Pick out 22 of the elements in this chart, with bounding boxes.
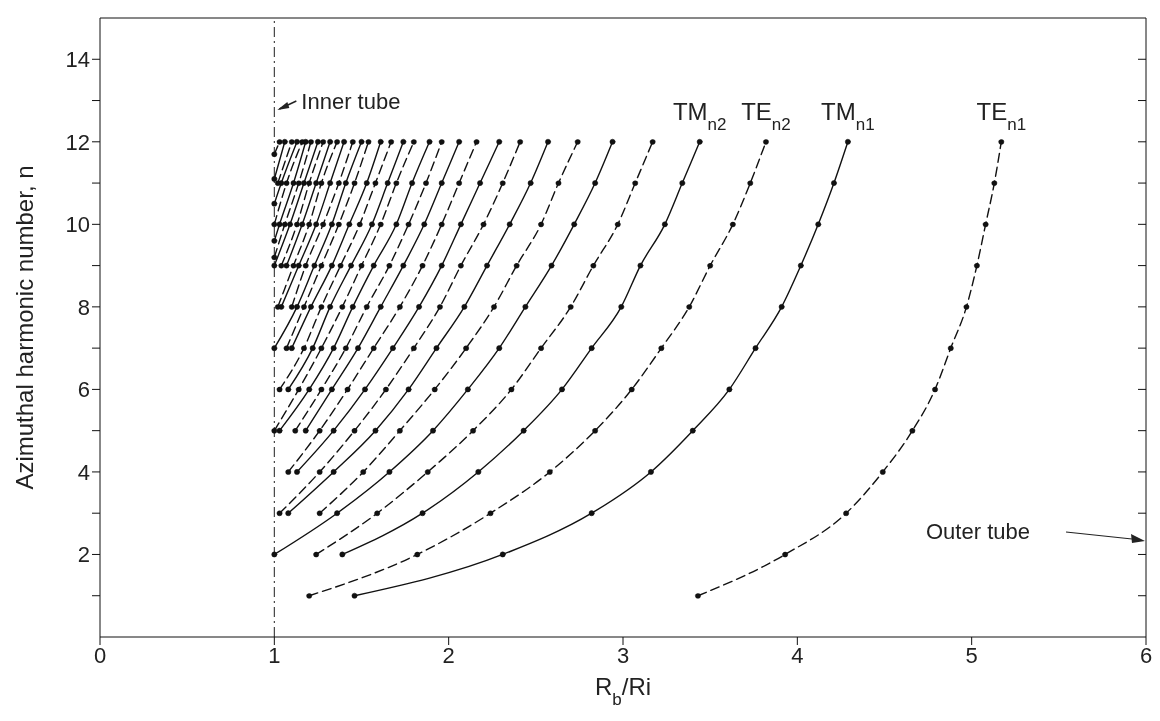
series-label: TM$_{n2}$	[672, 97, 727, 134]
x-tick-label: 6	[1139, 642, 1153, 668]
x-tick-label: 4	[791, 642, 804, 668]
y-tick-label: 8	[77, 294, 90, 320]
x-tick-label: 5	[965, 642, 978, 668]
series-label: TE$_{n2}$	[741, 97, 791, 134]
series-label: TE$_{n1}$	[976, 97, 1027, 134]
y-tick-label: 14	[65, 47, 90, 73]
x-tick-label: 0	[93, 642, 107, 668]
y-axis-title: Azimuthal harmonic number, n	[10, 165, 38, 490]
y-tick-label: 12	[65, 129, 90, 155]
x-tick-label: 2	[442, 642, 455, 668]
annotation: Outer tube	[926, 519, 1030, 544]
x-tick-label: 3	[616, 642, 630, 668]
ref-line-label: Inner tube	[301, 89, 401, 114]
y-tick-label: 2	[77, 542, 90, 568]
y-tick-label: 10	[65, 212, 90, 238]
y-tick-label: 4	[77, 459, 90, 485]
y-tick-label: 6	[77, 377, 90, 403]
x-axis-title: R$_{b}$/Ri	[594, 673, 652, 709]
x-tick-label: 1	[268, 642, 281, 668]
series-label: TM$_{n1}$	[821, 97, 875, 134]
